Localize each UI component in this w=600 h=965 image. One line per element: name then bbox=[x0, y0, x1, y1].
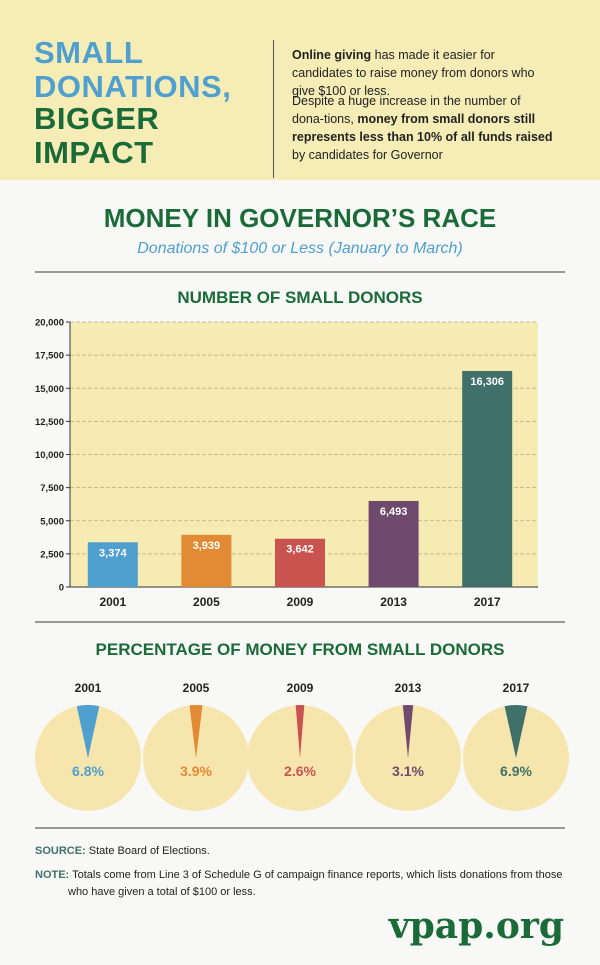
y-tick-label: 5,000 bbox=[40, 516, 64, 527]
pie-chart-title: PERCENTAGE OF MONEY FROM SMALL DONORS bbox=[95, 640, 505, 659]
headline-green: BIGGER IMPACT bbox=[34, 101, 160, 170]
y-tick-label: 17,500 bbox=[35, 351, 64, 362]
bar-data-label: 6,493 bbox=[380, 506, 408, 518]
bar-2001 bbox=[87, 542, 138, 587]
divider bbox=[35, 827, 565, 829]
y-tick-label: 0 bbox=[59, 583, 64, 594]
pie-year-label: 2001 bbox=[75, 681, 102, 695]
vpap-logo[interactable]: vpap.org bbox=[388, 905, 564, 947]
x-tick-label: 2001 bbox=[99, 595, 126, 609]
pie-slice-2001 bbox=[76, 705, 100, 758]
pie-year-label: 2013 bbox=[395, 681, 422, 695]
bar-data-label: 3,939 bbox=[193, 540, 221, 552]
pie-data-label: 3.9% bbox=[180, 763, 212, 779]
headline-blue: SMALL DONATIONS, bbox=[34, 35, 232, 104]
bar-2005 bbox=[181, 534, 232, 587]
intro-paragraph-1: Online giving has made it easier for can… bbox=[292, 48, 535, 98]
footnote: NOTE: Totals come from Line 3 of Schedul… bbox=[35, 869, 563, 898]
pie-slice-2009 bbox=[295, 705, 305, 758]
y-tick-label: 15,000 bbox=[35, 384, 64, 395]
pie-slice-2013 bbox=[402, 705, 414, 758]
divider bbox=[35, 271, 565, 273]
divider bbox=[35, 621, 565, 623]
bar-chart: 0 2,500 5,000 7,500 10,000 12,500 15,000 17,500… bbox=[35, 318, 538, 609]
y-tick-label: 7,500 bbox=[40, 483, 64, 494]
bar-data-label: 3,374 bbox=[99, 547, 127, 559]
bar-data-label: 16,306 bbox=[470, 376, 504, 388]
pie-slice-2005 bbox=[189, 705, 203, 758]
bar-2017 bbox=[462, 370, 513, 587]
source-note: SOURCE: State Board of Elections. bbox=[35, 845, 210, 857]
pie-charts: 2001 6.8% 2005 3.9% 2009 2.6% 2013 3.1% 2017 6.9% bbox=[35, 681, 569, 811]
pie-year-label: 2017 bbox=[503, 681, 530, 695]
bar-2009 bbox=[275, 538, 325, 587]
pie-data-label: 2.6% bbox=[284, 763, 316, 779]
bar-chart-title: NUMBER OF SMALL DONORS bbox=[177, 288, 423, 307]
header-banner bbox=[0, 0, 600, 180]
page-title: MONEY IN GOVERNOR’S RACE bbox=[103, 203, 497, 233]
pie-year-label: 2009 bbox=[287, 681, 314, 695]
bar-data-label: 3,642 bbox=[286, 544, 314, 556]
y-tick-label: 20,000 bbox=[35, 318, 64, 329]
pie-year-label: 2005 bbox=[183, 681, 210, 695]
pie-data-label: 6.9% bbox=[500, 763, 532, 779]
pie-slice-2017 bbox=[504, 705, 528, 758]
intro-paragraph-2: Despite a huge increase in the number of… bbox=[292, 94, 553, 162]
x-tick-label: 2017 bbox=[474, 595, 501, 609]
y-tick-label: 2,500 bbox=[40, 549, 64, 560]
divider bbox=[273, 40, 274, 178]
bar-2013 bbox=[368, 500, 419, 587]
x-tick-label: 2005 bbox=[193, 595, 220, 609]
x-tick-label: 2013 bbox=[380, 595, 407, 609]
pie-data-label: 6.8% bbox=[72, 763, 104, 779]
page-subtitle: Donations of $100 or Less (January to Ma… bbox=[137, 240, 463, 257]
y-tick-label: 12,500 bbox=[35, 417, 64, 428]
x-tick-label: 2009 bbox=[287, 595, 314, 609]
pie-data-label: 3.1% bbox=[392, 763, 424, 779]
y-tick-label: 10,000 bbox=[35, 450, 64, 461]
